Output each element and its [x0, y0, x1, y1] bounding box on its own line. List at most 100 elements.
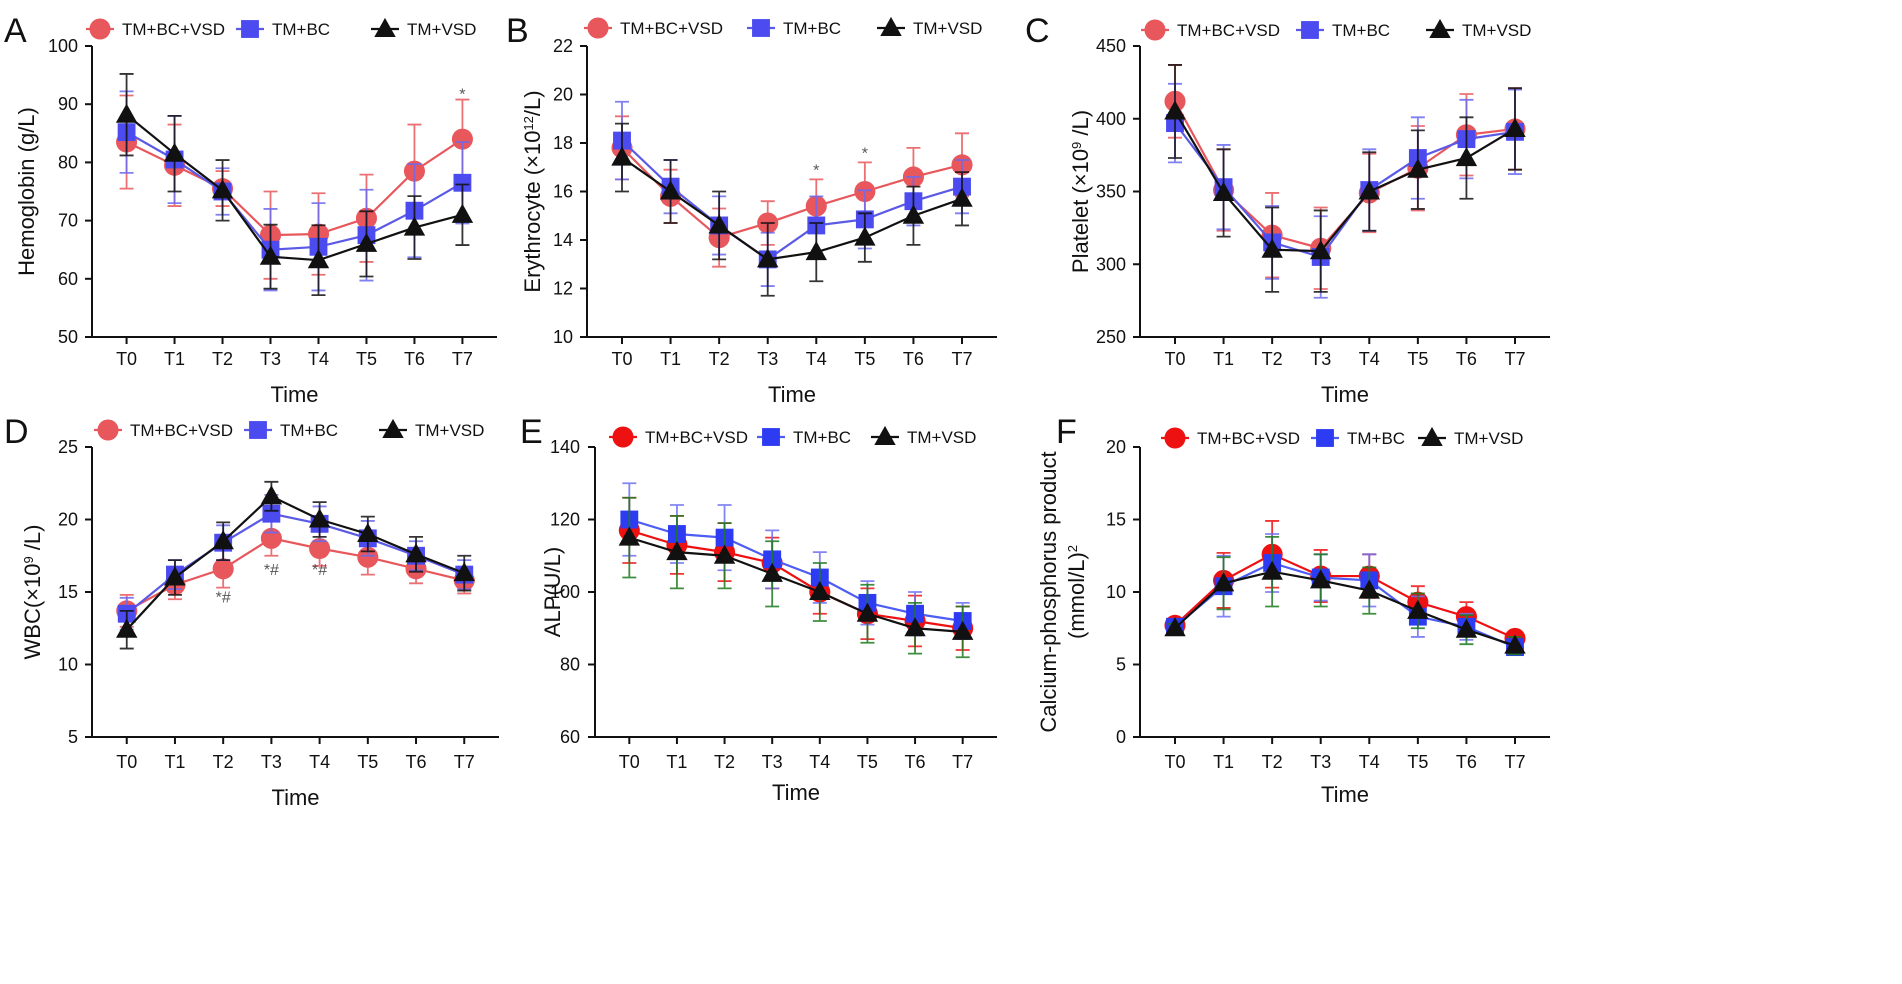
x-tick-label: T7	[951, 349, 972, 369]
y-tick-label: 250	[1096, 327, 1126, 347]
y-tick-label: 120	[550, 510, 580, 530]
series-tm-vsd	[1164, 64, 1526, 293]
legend-item: TM+BC+VSD	[1161, 427, 1300, 449]
x-tick-label: T6	[1456, 349, 1477, 369]
data-point-triangle	[951, 620, 974, 640]
legend-marker-triangle	[374, 17, 396, 38]
legend-marker-circle	[1144, 19, 1166, 41]
series-tm-bc-vsd	[116, 94, 473, 280]
chart-panel-b: B 10 12 14 16 18 20 22 T0 T1 T2 T3 T4 T5 T6 T7 Time Eryth…	[506, 12, 997, 407]
series-tm-vsd	[115, 73, 474, 296]
x-axis-title: Time	[1321, 382, 1369, 407]
x-tick-label: T6	[404, 349, 425, 369]
legend: TM+BC+VSD TM+BC TM+VSD	[609, 425, 976, 448]
legend-item: TM+VSD	[1426, 18, 1531, 40]
y-tick-label: 80	[58, 152, 78, 172]
series-tm-bc	[613, 100, 971, 287]
chart-panel-e: E 60 80 100 120 140 T0 T1 T2 T3 T4 T5 T6 T7 Time ALP(U/…	[520, 413, 997, 805]
data-point-triangle	[1407, 599, 1429, 619]
x-tick-label: T5	[356, 349, 377, 369]
data-point-triangle	[116, 618, 138, 638]
legend-label: TM+BC	[783, 19, 841, 38]
y-tick-label: 14	[553, 230, 573, 250]
x-tick-label: T7	[1504, 349, 1525, 369]
y-tick-label: 10	[553, 327, 573, 347]
data-point-triangle	[259, 245, 282, 265]
data-point-circle	[309, 537, 331, 560]
x-axis-title: Time	[768, 382, 816, 407]
legend-item: TM+VSD	[371, 17, 476, 39]
data-point-triangle	[1504, 634, 1526, 654]
series-line	[628, 536, 963, 633]
panel-letter: E	[520, 413, 543, 451]
x-tick-label: T0	[116, 752, 137, 772]
x-tick-label: T0	[1164, 752, 1185, 772]
data-point-triangle	[163, 142, 186, 162]
data-point-triangle	[618, 526, 641, 546]
x-tick-label: T3	[260, 349, 281, 369]
legend: TM+BC+VSD TM+BC TM+VSD	[584, 16, 982, 39]
series-tm-vsd	[618, 496, 974, 659]
y-tick-label: 15	[1106, 510, 1126, 530]
data-point-triangle	[1261, 560, 1283, 580]
legend-item: TM+BC	[747, 19, 841, 38]
data-point-triangle	[403, 216, 426, 236]
x-axis-title: Time	[772, 780, 820, 805]
data-point-circle	[451, 128, 473, 150]
x-tick-label: T3	[1310, 349, 1331, 369]
data-point-triangle	[212, 530, 234, 550]
y-tick-label: 16	[553, 182, 573, 202]
legend-marker-square	[762, 428, 780, 446]
x-tick-label: T1	[1213, 349, 1234, 369]
x-tick-label: T4	[806, 349, 827, 369]
data-point-triangle	[357, 522, 379, 543]
chart-panel-f: F 0 5 10 15 20 T0 T1 T2 T3 T4 T5 T6 T7 Time Calcium-pho…	[1036, 413, 1550, 807]
y-axis-title: Calcium-phosphorus product	[1036, 451, 1061, 732]
x-tick-label: T4	[308, 349, 329, 369]
x-tick-label: T5	[357, 752, 378, 772]
data-point-square	[262, 504, 281, 523]
y-axis-title: (mmol/L)2	[1064, 545, 1089, 639]
legend-item: TM+BC	[1311, 429, 1405, 448]
legend-item: TM+BC+VSD	[94, 419, 233, 441]
y-tick-label: 18	[553, 133, 573, 153]
legend-item: TM+VSD	[871, 425, 976, 447]
legend: TM+BC+VSD TM+BC TM+VSD	[94, 418, 484, 441]
y-tick-label: 400	[1096, 109, 1126, 129]
data-point-triangle	[1310, 240, 1332, 260]
x-tick-label: T4	[309, 752, 330, 772]
significance-marker: *#	[264, 562, 279, 579]
x-tick-label: T0	[1164, 349, 1185, 369]
legend-marker-triangle	[880, 16, 902, 37]
data-point-triangle	[951, 187, 973, 207]
data-point-triangle	[1212, 572, 1235, 592]
data-point-square	[453, 173, 472, 192]
x-tick-label: T1	[164, 349, 185, 369]
legend-marker-circle	[97, 419, 119, 441]
data-point-triangle	[307, 249, 330, 269]
data-point-triangle	[260, 485, 283, 505]
series-tm-vsd	[611, 122, 973, 297]
legend-label: TM+BC+VSD	[1197, 429, 1300, 448]
legend-marker-circle	[612, 426, 634, 448]
series-tm-bc	[620, 482, 972, 641]
data-point-triangle	[659, 180, 682, 200]
y-tick-label: 20	[553, 85, 573, 105]
legend-label: TM+VSD	[907, 428, 976, 447]
data-point-triangle	[708, 214, 730, 234]
data-point-triangle	[761, 562, 783, 582]
x-tick-label: T3	[757, 349, 778, 369]
data-point-triangle	[1407, 158, 1429, 178]
series-line	[1174, 110, 1516, 253]
legend-marker-triangle	[874, 425, 896, 446]
data-point-triangle	[611, 146, 633, 166]
y-tick-label: 10	[58, 655, 78, 675]
data-point-triangle	[757, 248, 779, 268]
data-point-triangle	[1455, 146, 1478, 167]
legend-item: TM+BC	[757, 428, 851, 447]
y-tick-label: 0	[1116, 727, 1126, 747]
x-tick-label: T5	[1407, 349, 1428, 369]
y-tick-label: 22	[553, 36, 573, 56]
x-tick-label: T1	[1213, 752, 1234, 772]
series-line	[125, 494, 465, 631]
